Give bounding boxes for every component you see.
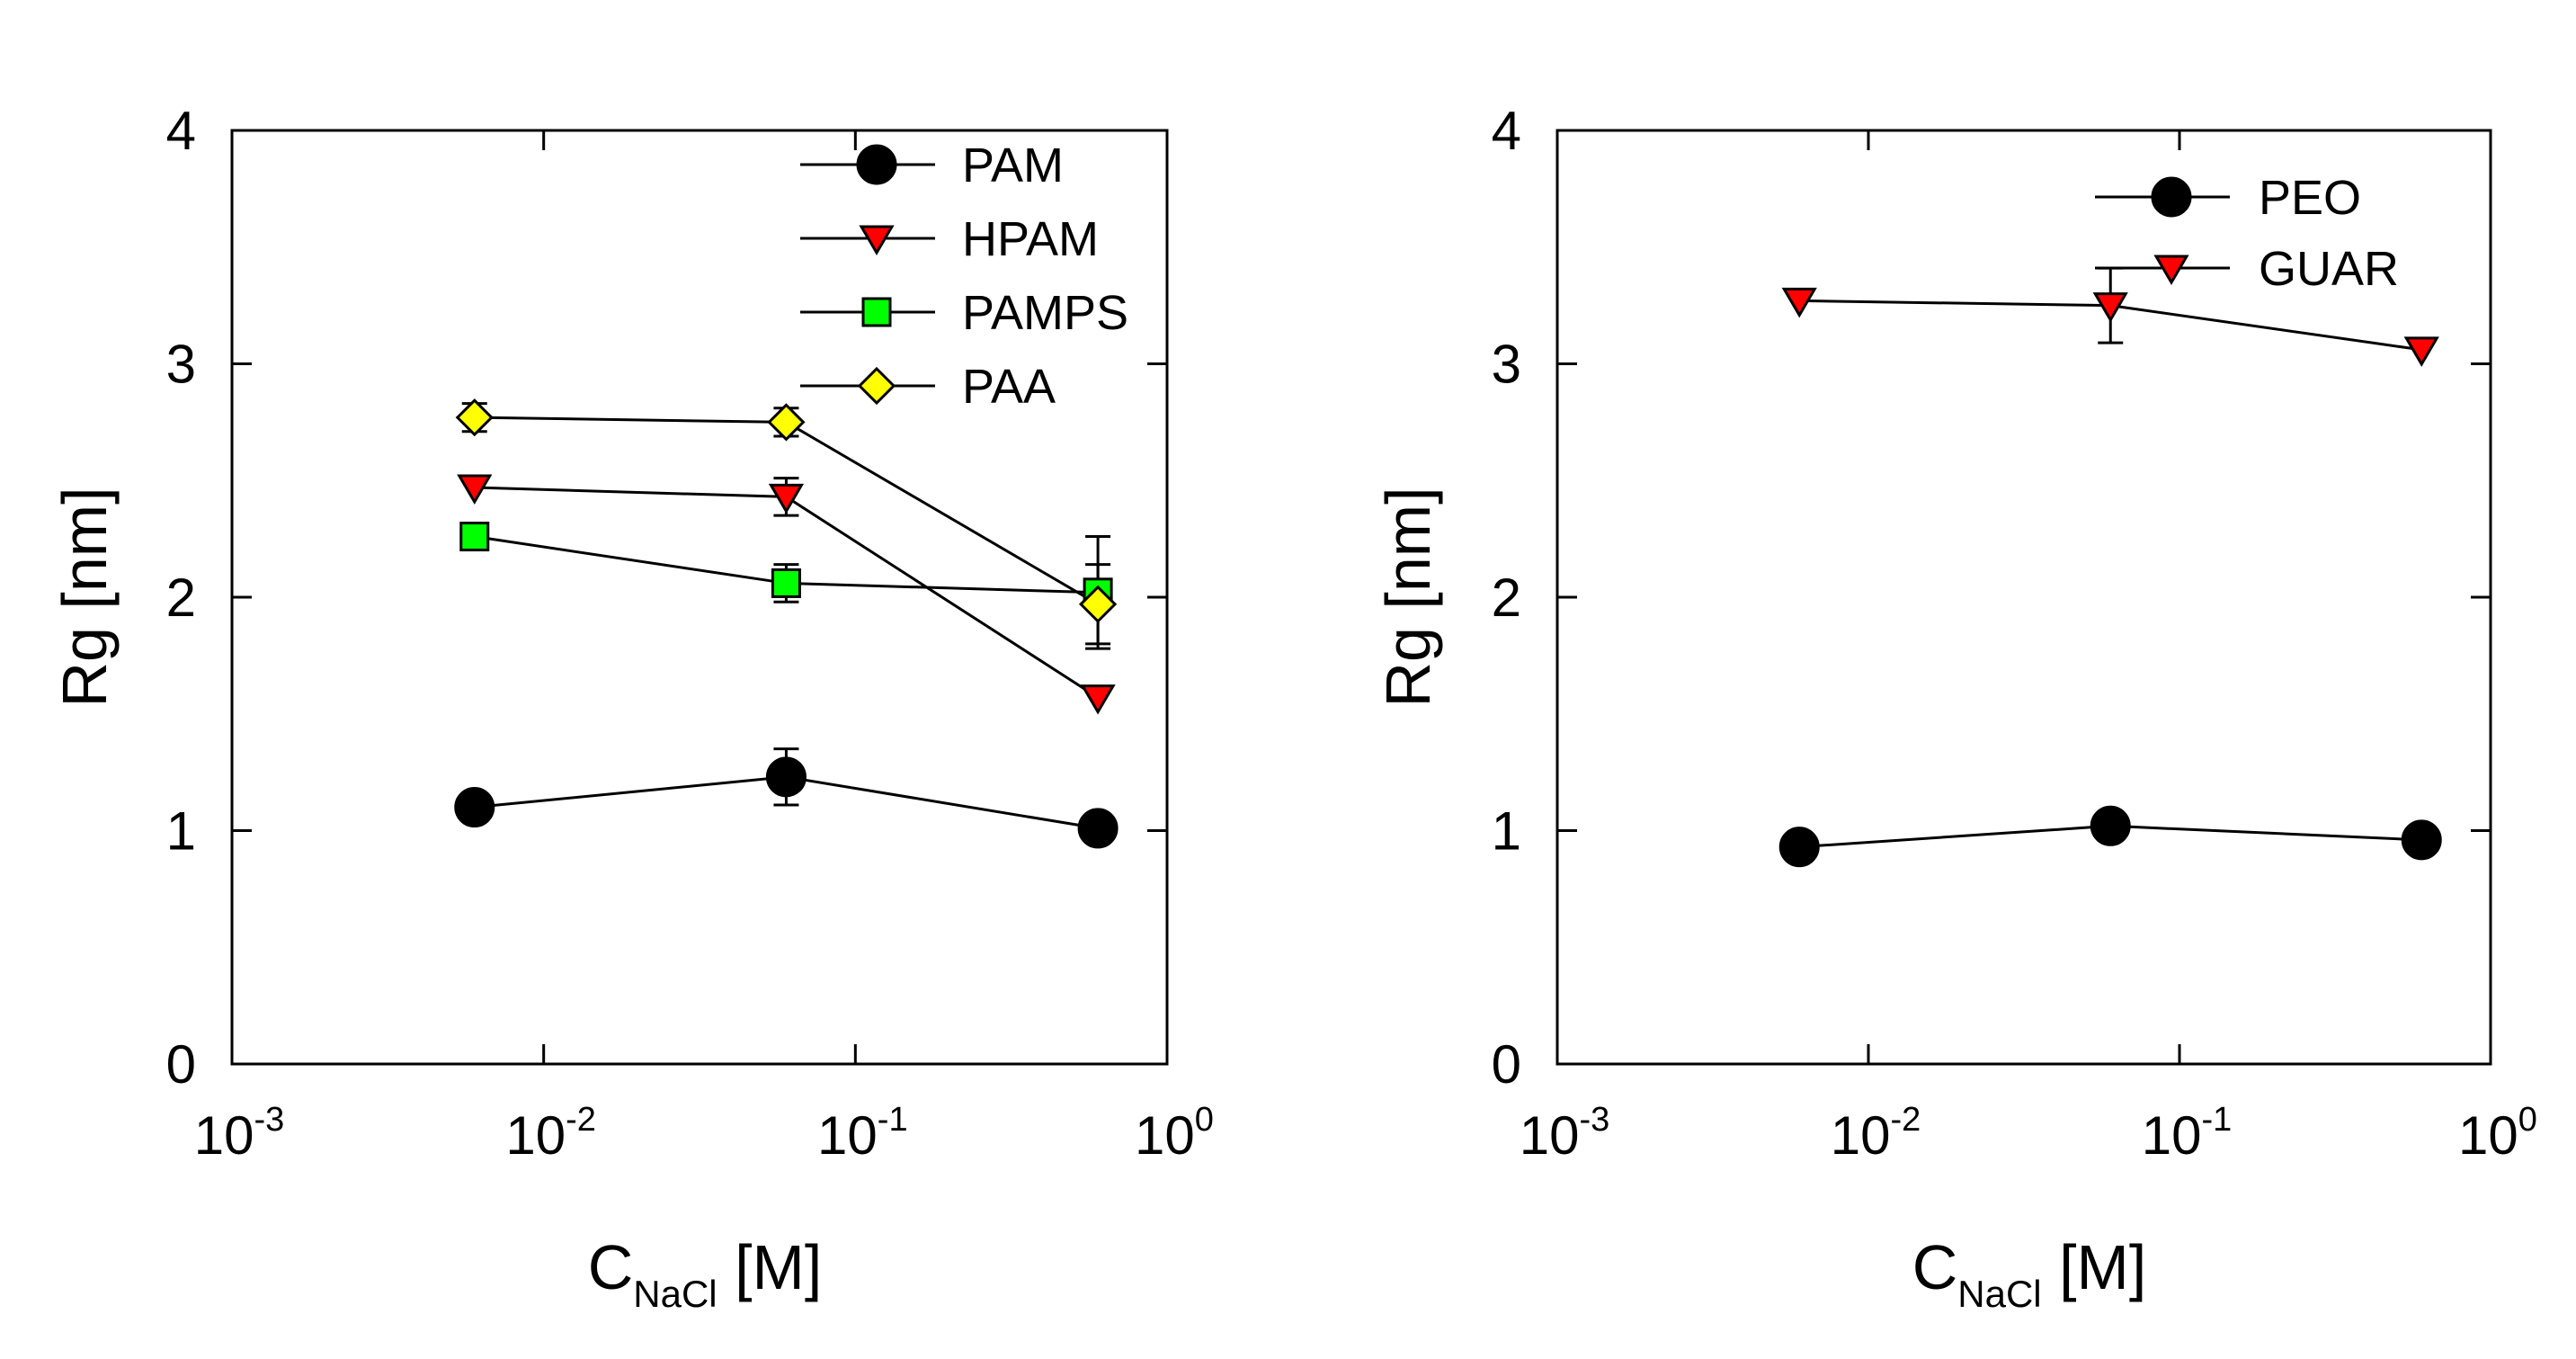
data-point-pam bbox=[1077, 808, 1119, 849]
data-point-paa bbox=[767, 403, 806, 442]
data-point-peo bbox=[2090, 805, 2131, 846]
y-tick-label: 0 bbox=[1492, 1034, 1521, 1095]
y-tick-label: 3 bbox=[166, 335, 196, 395]
legend-marker-peo bbox=[2151, 176, 2192, 218]
x-tick-label: 10-3 bbox=[1520, 1101, 1610, 1166]
data-point-pam bbox=[454, 787, 495, 828]
data-point-peo bbox=[1778, 827, 1820, 868]
legend-label: PAM bbox=[962, 139, 1064, 192]
x-tick-label: 10-1 bbox=[2142, 1101, 2233, 1166]
data-point-hpam bbox=[1080, 684, 1116, 715]
y-tick-label: 1 bbox=[1492, 801, 1521, 862]
x-tick-label: 100 bbox=[2458, 1101, 2537, 1166]
x-tick-label: 10-1 bbox=[817, 1101, 908, 1166]
data-point-pamps bbox=[459, 522, 490, 552]
y-tick-label: 4 bbox=[1492, 101, 1521, 161]
y-tick-label: 0 bbox=[166, 1034, 196, 1095]
legend-marker-pamps bbox=[861, 297, 892, 327]
y-tick-label: 2 bbox=[166, 568, 196, 628]
x-tick-label: 10-2 bbox=[1831, 1101, 1921, 1166]
legend-marker-guar bbox=[2153, 255, 2189, 285]
x-axis-title: CNaCl [M] bbox=[1912, 1232, 2147, 1315]
y-axis-title: Rg [nm] bbox=[1373, 487, 1443, 707]
data-point-hpam bbox=[457, 474, 493, 505]
y-tick-label: 4 bbox=[166, 101, 196, 161]
legend-label: PEO bbox=[2259, 171, 2361, 225]
data-point-peo bbox=[2401, 819, 2442, 861]
y-tick-label: 2 bbox=[1492, 568, 1521, 628]
y-tick-label: 3 bbox=[1492, 335, 1521, 395]
x-tick-label: 10-2 bbox=[505, 1101, 596, 1166]
right-panel: 0 1 2 3 4 10-3 10-2 10-1 100 CNaCl [M] Rg [nm] PEO G… bbox=[1373, 101, 2537, 1315]
legend-label: PAMPS bbox=[962, 286, 1128, 340]
legend-label: GUAR bbox=[2259, 242, 2399, 296]
legend-marker-hpam bbox=[859, 225, 895, 255]
legend-label: PAA bbox=[962, 360, 1056, 414]
y-axis-title: Rg [nm] bbox=[49, 487, 120, 707]
data-point-pamps bbox=[771, 568, 801, 598]
legend-label: HPAM bbox=[962, 212, 1099, 266]
x-tick-label: 100 bbox=[1135, 1101, 1214, 1166]
x-tick-label: 10-3 bbox=[194, 1101, 285, 1166]
data-point-guar bbox=[2403, 336, 2439, 367]
data-point-guar bbox=[2092, 292, 2128, 323]
x-axis-title: CNaCl [M] bbox=[588, 1232, 823, 1315]
data-point-hpam bbox=[768, 483, 805, 514]
data-point-paa bbox=[455, 398, 494, 437]
data-point-pam bbox=[765, 756, 807, 798]
legend-marker-paa bbox=[857, 366, 896, 406]
plot-frame bbox=[230, 129, 1169, 1066]
left-panel: 0 1 2 3 4 10-3 10-2 10-1 100 CNaCl [M] Rg [nm] PAM H… bbox=[49, 101, 1214, 1315]
y-tick-label: 1 bbox=[166, 801, 196, 862]
data-point-guar bbox=[1781, 287, 1817, 318]
data-point-paa bbox=[1078, 585, 1118, 623]
legend-marker-pam bbox=[856, 144, 897, 185]
